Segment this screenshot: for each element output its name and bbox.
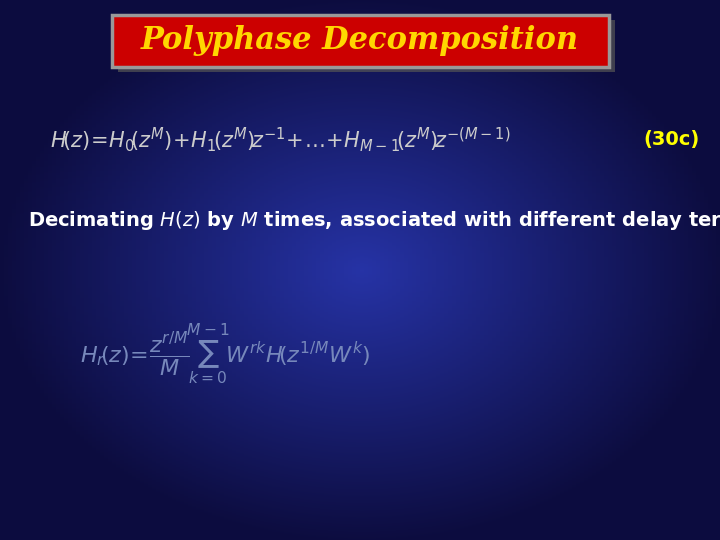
Text: $H_{r}\!\left(z\right)\!=\!\dfrac{z^{r/M}}{M}\!\sum_{k=0}^{M-1}\!W^{rk}H\!\left(: $H_{r}\!\left(z\right)\!=\!\dfrac{z^{r/M… <box>80 323 371 387</box>
Text: (30c): (30c) <box>644 131 700 150</box>
FancyBboxPatch shape <box>112 15 609 67</box>
Text: $H\!\left(z\right)\!=\!H_0\!\left(z^{M}\right)\!+\!H_1\!\left(z^{M}\right)\!z^{-: $H\!\left(z\right)\!=\!H_0\!\left(z^{M}\… <box>50 126 510 154</box>
Text: Polyphase Decomposition: Polyphase Decomposition <box>141 24 579 56</box>
Text: Decimating $H(z)$ by $M$ times, associated with different delay terms.: Decimating $H(z)$ by $M$ times, associat… <box>28 208 720 232</box>
FancyBboxPatch shape <box>118 20 615 72</box>
